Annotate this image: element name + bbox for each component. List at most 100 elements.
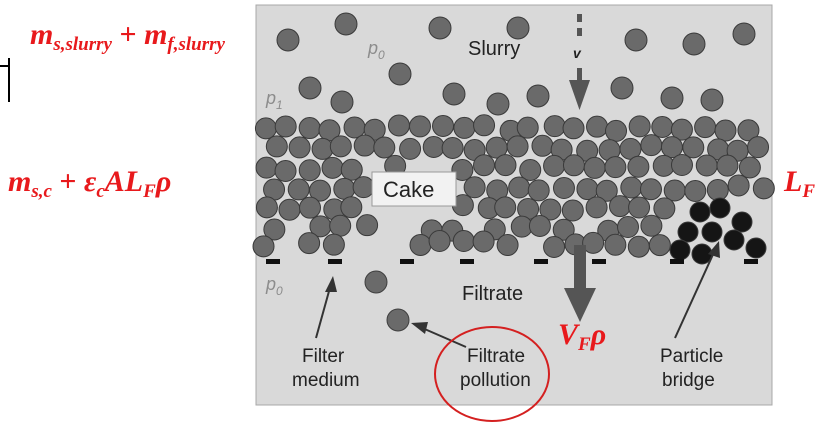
cake-particle: [627, 155, 650, 178]
cake-particle: [552, 176, 575, 199]
cake-particle: [706, 178, 729, 201]
cake-particle: [684, 179, 707, 202]
filter-medium-segment: [534, 259, 548, 264]
filter-medium-segment: [744, 259, 758, 264]
cake-particle: [738, 156, 761, 179]
cake-particle: [608, 195, 631, 218]
cake-particle: [287, 178, 310, 201]
cake-particle: [340, 196, 363, 219]
cake-particle: [274, 115, 297, 138]
filtrate-pollution-label-line2: pollution: [460, 370, 531, 391]
cake-particle: [329, 135, 352, 158]
cake-label: Cake: [383, 177, 434, 202]
particle-bridge-particles: [669, 197, 767, 265]
slurry-particle: [700, 88, 724, 112]
filter-medium-segment: [400, 259, 414, 264]
cake-particle: [543, 115, 566, 138]
cake-particle: [298, 159, 321, 182]
cake-particle: [727, 174, 750, 197]
cake-particle: [329, 214, 352, 237]
filter-medium-segment: [266, 259, 280, 264]
slurry-particle: [610, 76, 634, 100]
slurry-particle: [506, 16, 530, 40]
cake-particle: [752, 177, 775, 200]
cake-particles: [252, 114, 775, 258]
bridge-particle: [689, 201, 711, 223]
cake-particle: [585, 196, 608, 219]
highlight-circle: [434, 326, 550, 422]
cake-particle: [640, 214, 663, 237]
slurry-particles: [276, 12, 756, 116]
cake-particle: [494, 196, 517, 219]
cake-particle: [252, 235, 275, 258]
cake-particle: [428, 230, 451, 253]
pressure-cake: p1: [265, 88, 283, 112]
filtrate-arrow: [564, 245, 596, 322]
cake-particle: [508, 176, 531, 199]
cake-thickness-symbol: LF: [783, 165, 815, 202]
cake-particle: [528, 214, 551, 237]
cake-particle: [352, 176, 375, 199]
cake-particle: [309, 179, 332, 202]
cake-particle: [265, 135, 288, 158]
cake-particle: [333, 177, 356, 200]
cake-particle: [409, 233, 432, 256]
cake-particle: [582, 231, 605, 254]
cake-particle: [453, 116, 476, 139]
cake-particle: [595, 179, 618, 202]
cake-particle: [356, 214, 379, 237]
cake-particle: [604, 233, 627, 256]
cake-particle: [527, 179, 550, 202]
slurry-particle: [732, 22, 756, 46]
cake-particle: [288, 136, 311, 159]
cake-particle: [561, 199, 584, 222]
cake-particle: [531, 134, 554, 157]
cake-particle: [399, 137, 422, 160]
cake-particle: [543, 154, 566, 177]
cake-particle: [682, 136, 705, 159]
filtrate-pollution-label-line1: Filtrate: [467, 346, 525, 367]
bridge-particle: [723, 229, 745, 251]
slurry-particle: [660, 86, 684, 110]
cake-particle: [255, 156, 278, 179]
cake-particle: [340, 158, 363, 181]
cake-particle: [620, 176, 643, 199]
cake-particle: [716, 154, 739, 177]
cake-particle: [539, 198, 562, 221]
filter-medium-label-line1: Filter: [302, 346, 345, 367]
cake-particle: [473, 114, 496, 137]
cake-particle: [506, 135, 529, 158]
cake-particle: [422, 135, 445, 158]
velocity-arrow: [569, 14, 590, 110]
cake-particle: [653, 197, 676, 220]
slurry-particle: [682, 32, 706, 56]
cake-particle: [441, 136, 464, 159]
bridge-particle: [669, 239, 691, 261]
cake-particle: [747, 136, 770, 159]
slurry-particle: [442, 82, 466, 106]
cake-particle: [516, 116, 539, 139]
slurry-particle: [334, 12, 358, 36]
cake-particle: [640, 134, 663, 157]
particle-bridge-label-line1: Particle: [660, 346, 723, 367]
cake-particle: [298, 117, 321, 140]
filter-medium-dashes: [266, 259, 758, 264]
cake-particle: [408, 115, 431, 138]
cake-particle: [311, 137, 334, 160]
cake-particle: [552, 218, 575, 241]
particle-bridge-pointer: [674, 241, 720, 339]
cake-particle: [299, 196, 322, 219]
cake-particle: [494, 154, 517, 177]
cake-particle: [583, 156, 606, 179]
cake-particle: [605, 119, 628, 142]
cake-particle: [670, 118, 693, 141]
pressure-top: p0: [367, 38, 385, 62]
cake-particle: [604, 156, 627, 179]
velocity-label: v: [573, 45, 582, 61]
bridge-particle: [731, 211, 753, 233]
cake-particle: [627, 235, 650, 258]
cake-particle: [321, 156, 344, 179]
cake-mass-equation: ms,c + εcALFρ: [8, 165, 171, 202]
filter-medium-label-line2: medium: [292, 370, 360, 391]
cake-particle: [648, 234, 671, 257]
